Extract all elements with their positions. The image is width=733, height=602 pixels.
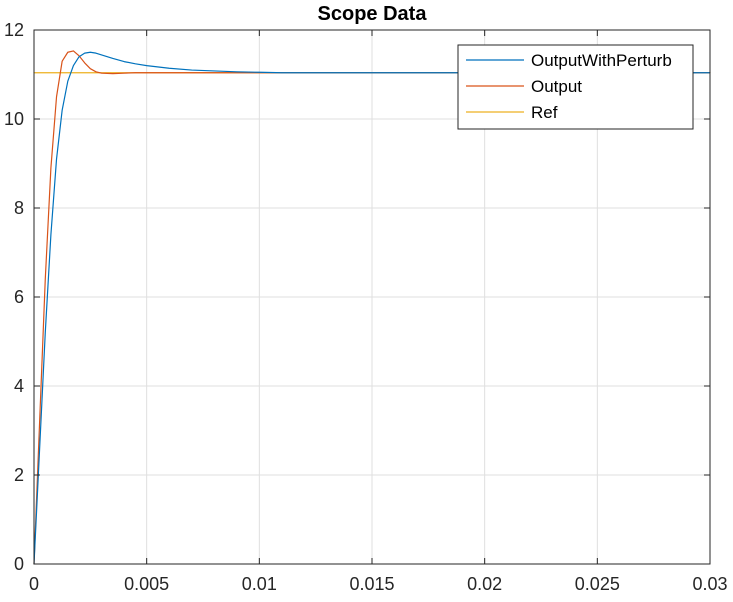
- x-tick-label: 0.005: [124, 574, 169, 594]
- y-tick-label: 6: [14, 287, 24, 307]
- chart-title: Scope Data: [318, 3, 428, 25]
- y-tick-label: 12: [4, 20, 24, 40]
- y-tick-label: 4: [14, 376, 24, 396]
- x-tick-label: 0.02: [467, 574, 502, 594]
- y-tick-label: 8: [14, 198, 24, 218]
- x-tick-label: 0: [29, 574, 39, 594]
- chart-title-group: Scope Data: [318, 3, 428, 25]
- y-tick-label: 0: [14, 554, 24, 574]
- x-tick-label: 0.015: [349, 574, 394, 594]
- x-tick-label: 0.01: [242, 574, 277, 594]
- legend: OutputWithPerturb Output Ref: [457, 44, 694, 130]
- y-tick-label: 2: [14, 465, 24, 485]
- x-tick-label: 0.025: [575, 574, 620, 594]
- y-axis-tick-labels: 0 2 4 6 8 10 12: [4, 20, 24, 574]
- legend-label: OutputWithPerturb: [531, 51, 672, 70]
- y-tick-label: 10: [4, 109, 24, 129]
- x-tick-label: 0.03: [692, 574, 727, 594]
- axis-ticks: [33, 29, 711, 565]
- legend-label: Output: [531, 77, 582, 96]
- legend-box: [457, 44, 694, 130]
- x-axis-tick-labels: 0 0.005 0.01 0.015 0.02 0.025 0.03: [29, 574, 728, 594]
- legend-label: Ref: [531, 103, 558, 122]
- series-line-outputwithperturb: [33, 51, 711, 565]
